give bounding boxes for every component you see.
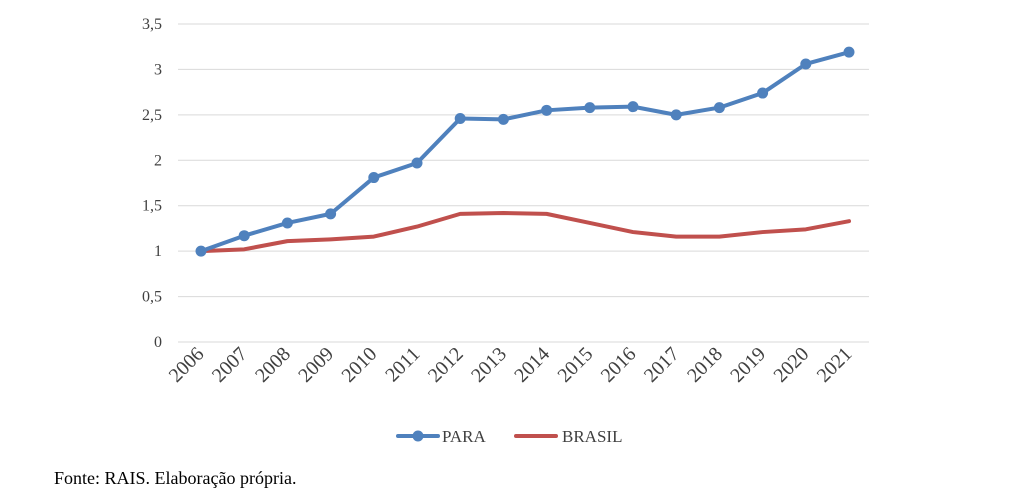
data-point-para [497,113,509,125]
data-point-para [238,230,250,242]
x-tick-label: 2014 [510,343,554,387]
legend-marker-para [412,430,424,442]
x-tick-label: 2021 [813,343,857,387]
y-tick-label: 0,5 [142,289,162,306]
y-tick-label: 3 [154,61,162,78]
x-tick-label: 2012 [424,343,468,387]
x-tick-label: 2013 [467,343,511,387]
legend: PARA BRASIL [396,427,622,446]
y-tick-label: 1,5 [142,198,162,215]
data-point-para [713,102,725,114]
series-line-brasil [199,210,851,254]
data-point-para [584,102,596,114]
data-point-para [627,101,639,113]
x-tick-label: 2008 [251,343,295,387]
series-line-para [199,50,851,254]
x-tick-label: 2020 [769,343,813,387]
legend-label-para: PARA [442,427,487,446]
x-tick-label: 2016 [597,343,641,387]
data-point-para [757,87,769,99]
x-tick-label: 2009 [294,343,338,387]
series-lines [195,46,855,257]
source-note: Fonte: RAIS. Elaboração própria. [54,468,297,488]
legend-label-brasil: BRASIL [562,427,622,446]
y-tick-label: 3,5 [142,16,162,33]
data-point-para [281,217,293,229]
data-point-para [843,46,855,58]
data-point-para [800,58,812,70]
y-tick-label: 1 [154,243,162,260]
data-point-para [411,157,423,169]
x-tick-label: 2007 [208,343,252,387]
x-tick-label: 2011 [381,343,424,386]
axes: 0 0,5 1 1,5 2 2,5 3 3,5 2006 2007 2008 2009 2010 2011… [142,16,857,387]
x-tick-label: 2019 [726,343,770,387]
data-point-para [368,172,380,184]
data-point-para [454,112,466,124]
x-tick-label: 2006 [165,343,209,387]
data-point-para [670,109,682,121]
x-tick-label: 2018 [683,343,727,387]
data-point-para [195,245,207,257]
x-tick-label: 2015 [553,343,597,387]
x-tick-label: 2010 [337,343,381,387]
x-tick-label: 2017 [640,343,684,387]
gridlines [178,23,869,343]
data-point-para [541,104,553,116]
data-point-para [325,208,337,220]
y-tick-label: 2 [154,152,162,169]
y-tick-label: 2,5 [142,107,162,124]
y-tick-label: 0 [154,334,162,351]
